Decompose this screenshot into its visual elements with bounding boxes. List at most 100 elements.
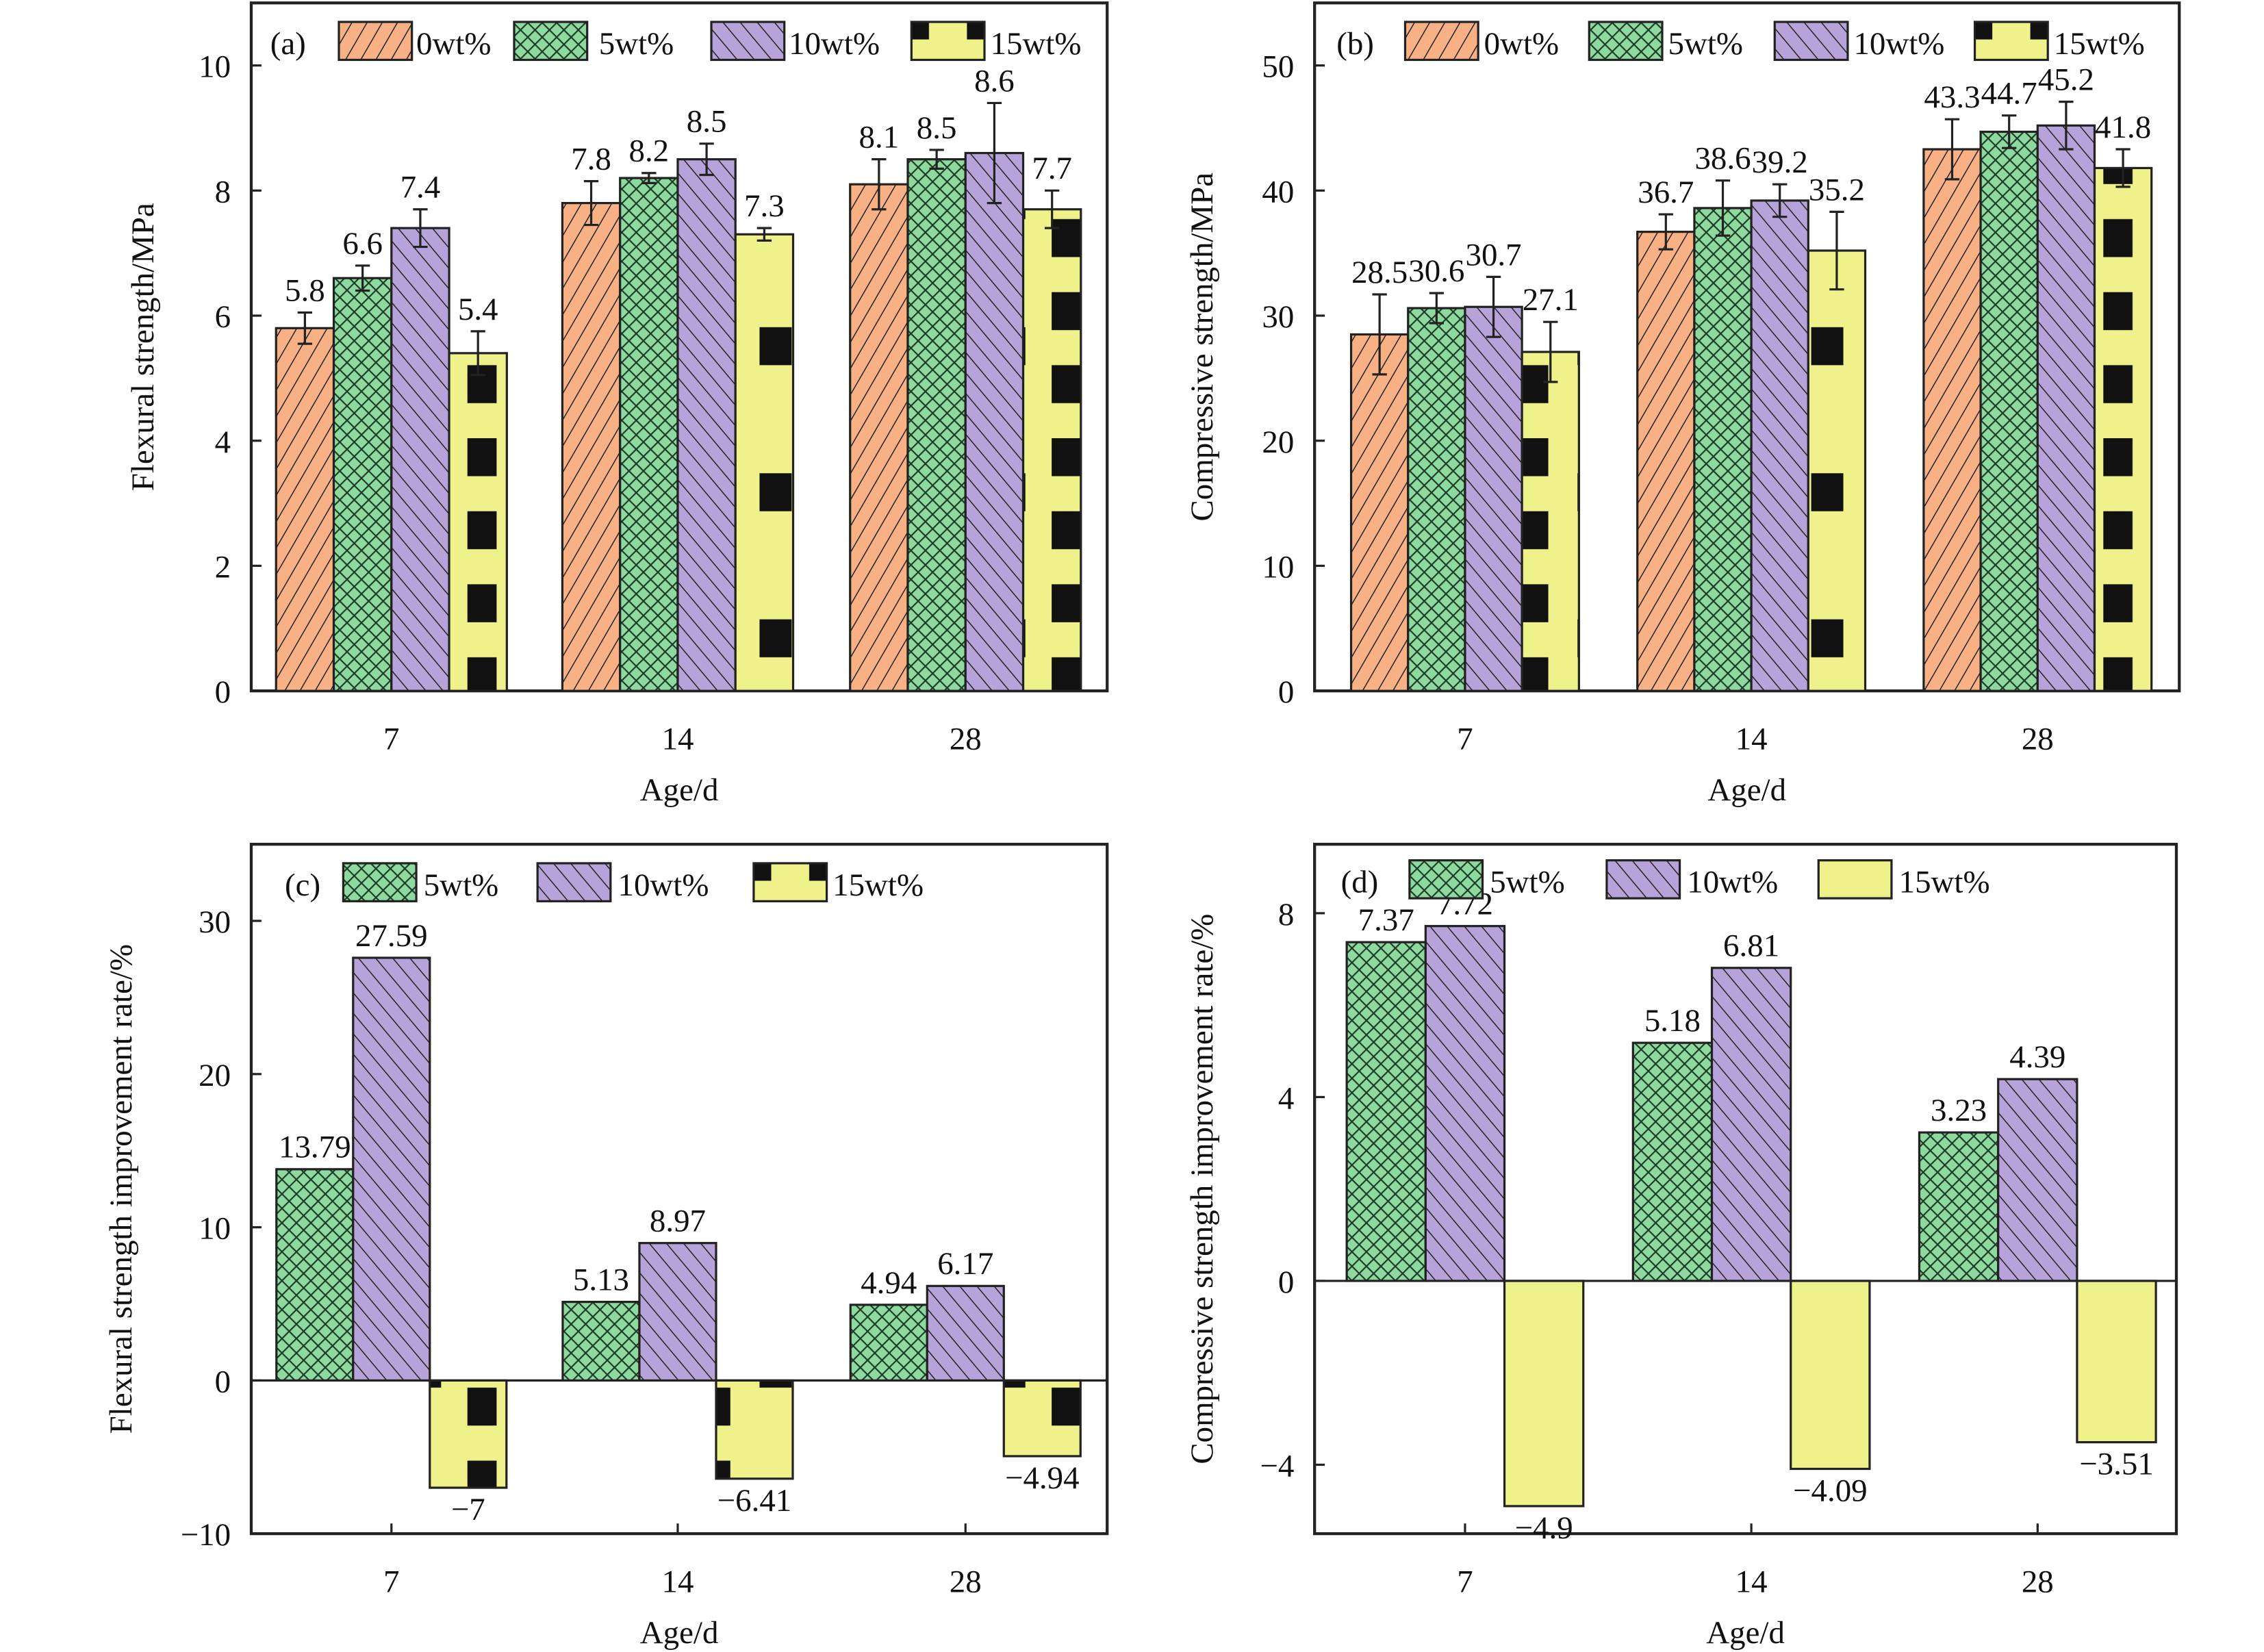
panel-label: (d) [1341, 865, 1379, 900]
y-tick-label: 30 [199, 904, 231, 940]
y-tick-label: −10 [181, 1517, 231, 1553]
chart-panel-c: −10 0 10 20 30 7 14 28 Age/d Flexural strength im… [103, 843, 1109, 1651]
data-label: 4.94 [861, 1265, 917, 1301]
bar-15wtpct-7 [429, 1379, 508, 1489]
bar-10wtpct-7 [1464, 305, 1523, 692]
bar-5wtpct-14 [1631, 1041, 1714, 1282]
x-tick-label: 28 [950, 1564, 982, 1600]
x-tick-label: 14 [1735, 721, 1768, 757]
bar-0wtpct-7 [1349, 333, 1410, 692]
data-label: −6.41 [717, 1483, 792, 1518]
legend-label: 10wt% [1853, 26, 1944, 62]
bar-5wtpct-7 [1345, 941, 1427, 1282]
bar-5wtpct-28 [906, 158, 967, 692]
bar-10wtpct-7 [352, 956, 431, 1382]
y-tick-label: 0 [1278, 674, 1294, 710]
bar-5wtpct-14 [561, 1301, 641, 1382]
y-tick-label: 10 [199, 49, 231, 85]
data-label: −4.94 [1005, 1460, 1080, 1496]
x-tick-label: 14 [662, 721, 694, 757]
data-label: 7.3 [744, 188, 785, 224]
y-axis-label: Compressive strength/MPa [1184, 173, 1220, 522]
plot-frame [1313, 843, 2178, 1536]
chart-panel-b: 0 10 20 30 40 50 7 14 28 Age/d Compressive strengt… [1184, 1, 2181, 808]
y-tick-label: 4 [1278, 1080, 1294, 1116]
bar-10wtpct-14 [638, 1242, 717, 1382]
x-tick-label: 7 [383, 721, 399, 757]
legend-label: 5wt% [424, 867, 498, 903]
data-label: −4.9 [1515, 1510, 1573, 1546]
legend-label: 15wt% [832, 867, 924, 903]
y-tick-label: 8 [215, 174, 231, 209]
y-tick-label: 40 [1262, 174, 1294, 209]
data-label: 7.7 [1032, 151, 1072, 186]
legend-label: 0wt% [416, 26, 491, 62]
bar-15wtpct-28 [1021, 208, 1082, 692]
legend-label: 10wt% [1687, 865, 1778, 900]
data-label: 5.8 [285, 272, 325, 308]
bar-15wtpct-14 [715, 1379, 794, 1480]
bar-0wtpct-28 [849, 183, 909, 692]
bar-10wtpct-28 [2036, 124, 2096, 692]
x-tick-label: 14 [662, 1564, 694, 1600]
legend-swatch-15wtpct [1973, 21, 2049, 62]
bar-5wtpct-28 [1979, 130, 2039, 692]
bar-15wtpct-7 [1503, 1280, 1585, 1508]
data-label: 44.7 [1981, 76, 2037, 112]
bar-15wtpct-14 [1790, 1280, 1871, 1471]
bar-5wtpct-28 [1918, 1131, 2000, 1282]
legend-label: 0wt% [1484, 26, 1559, 62]
data-label: 38.6 [1694, 141, 1751, 177]
data-label: 5.13 [573, 1262, 629, 1298]
legend-label: 15wt% [2054, 26, 2145, 62]
y-tick-label: 0 [215, 1364, 231, 1399]
data-label: −4.09 [1793, 1473, 1868, 1508]
legend-swatch-10wtpct [710, 21, 786, 62]
bar-5wtpct-14 [1693, 207, 1753, 692]
x-tick-label: 14 [1735, 1564, 1768, 1600]
data-label: 7.4 [400, 170, 441, 205]
bar-10wtpct-28 [1997, 1078, 2078, 1282]
panel-label: (b) [1336, 26, 1374, 62]
data-label: 6.17 [937, 1246, 993, 1282]
y-tick-label: 0 [215, 674, 231, 710]
legend-swatch-5wtpct [342, 862, 418, 902]
data-label: 8.97 [650, 1204, 706, 1239]
y-tick-label: −4 [1260, 1449, 1294, 1484]
plot-frame [249, 843, 1109, 1536]
data-label: 30.7 [1465, 237, 1521, 272]
bar-5wtpct-7 [332, 277, 393, 692]
legend-swatch-15wtpct [752, 862, 828, 902]
legend-label: 10wt% [618, 867, 709, 903]
legend-swatch-10wtpct [536, 862, 612, 902]
data-label: 3.23 [1931, 1093, 1987, 1128]
data-label: 6.6 [342, 226, 383, 262]
data-label: 4.39 [2009, 1039, 2065, 1075]
data-label: 5.18 [1644, 1003, 1701, 1039]
legend-swatch-15wtpct [910, 21, 986, 62]
data-label: 45.2 [2038, 62, 2094, 98]
x-tick-label: 28 [2022, 1564, 2054, 1600]
bar-15wtpct-14 [734, 233, 795, 692]
legend-label: 5wt% [1668, 26, 1743, 62]
y-tick-label: 8 [1278, 897, 1294, 932]
bar-5wtpct-7 [1407, 307, 1466, 692]
bar-0wtpct-7 [275, 327, 335, 692]
bar-10wtpct-7 [390, 227, 450, 692]
data-label: 28.5 [1351, 255, 1408, 290]
data-label: 8.5 [917, 110, 957, 146]
x-axis-label: Age/d [640, 1615, 719, 1651]
x-tick-label: 7 [383, 1564, 399, 1600]
data-label: 43.3 [1924, 79, 1980, 115]
x-axis-label: Age/d [1707, 772, 1786, 808]
y-tick-label: 10 [199, 1211, 231, 1247]
data-label: 8.5 [687, 104, 727, 140]
bar-0wtpct-14 [561, 201, 622, 692]
bar-0wtpct-14 [1636, 231, 1696, 692]
y-tick-label: 6 [215, 299, 231, 335]
bar-10wtpct-14 [676, 158, 737, 692]
chart-panel-d: −4 0 4 8 7 14 28 Age/d Compressive strength impr… [1184, 843, 2178, 1651]
chart-panel-a: 0 2 4 6 8 10 7 14 28 Age/d Flexural strength/MPa 5.… [125, 1, 1109, 808]
data-label: 27.59 [355, 918, 428, 954]
data-label: −7 [451, 1492, 485, 1527]
